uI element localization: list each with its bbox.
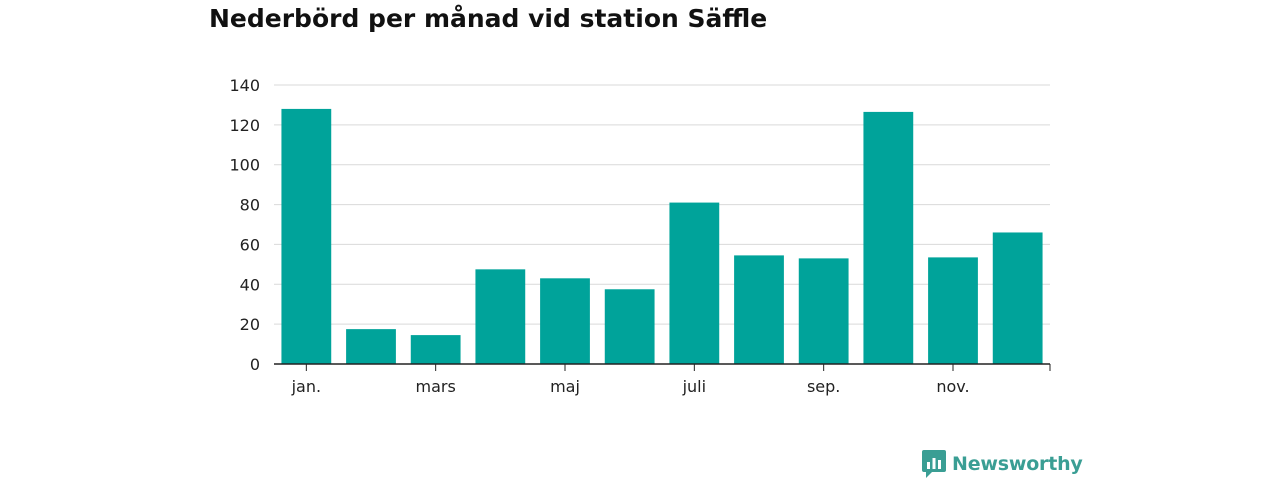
- y-tick-label: 40: [240, 275, 260, 294]
- bar-12: [992, 232, 1043, 364]
- chart-title: Nederbörd per månad vid station Säffle: [209, 4, 768, 33]
- x-tick-label: maj: [550, 377, 580, 396]
- x-tick-label: nov.: [936, 377, 969, 396]
- bar-4: [475, 269, 526, 364]
- y-tick-labels: 0 20 40 60 80 100 120 140: [229, 76, 260, 374]
- bar-5: [540, 278, 590, 364]
- y-tick-label: 20: [240, 315, 260, 334]
- x-tick-label: jan.: [291, 377, 321, 396]
- bar-7: [669, 202, 720, 364]
- bar-10: [863, 111, 914, 365]
- y-tick-label: 60: [240, 235, 260, 254]
- bar-9: [798, 258, 849, 364]
- x-tick-label: mars: [416, 377, 456, 396]
- bars: [281, 108, 1043, 365]
- y-tick-label: 100: [229, 156, 260, 175]
- bar-8: [734, 255, 784, 364]
- y-tick-label: 120: [229, 116, 260, 135]
- bar-6: [604, 289, 655, 364]
- brand-name: Newsworthy: [952, 453, 1083, 475]
- bar-2: [346, 329, 396, 364]
- y-tick-label: 140: [229, 76, 260, 95]
- bar-11: [928, 257, 978, 364]
- x-tick-label: juli: [682, 377, 706, 396]
- newsworthy-logo-icon: [922, 450, 946, 478]
- newsworthy-logo: Newsworthy: [922, 450, 1083, 478]
- y-tick-label: 0: [250, 355, 260, 374]
- x-tick-labels: jan. mars maj juli sep. nov.: [291, 377, 970, 396]
- x-tick-label: sep.: [807, 377, 840, 396]
- axes: [274, 363, 1051, 371]
- bar-3: [410, 335, 461, 364]
- bar-1: [281, 108, 332, 365]
- y-tick-label: 80: [240, 196, 260, 215]
- gridlines: [274, 84, 1050, 325]
